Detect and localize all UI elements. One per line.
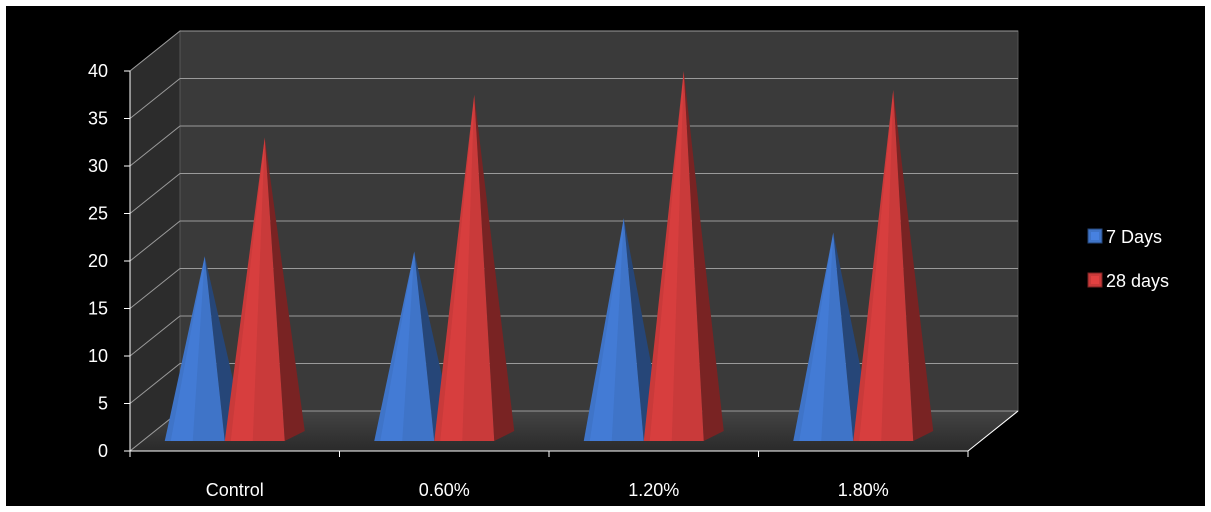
y-tick-label: 20 — [88, 251, 108, 271]
x-tick-label: 1.20% — [628, 480, 679, 500]
pyramid-highlight — [799, 232, 834, 441]
y-tick-label: 0 — [98, 441, 108, 461]
axes — [124, 70, 1019, 457]
gridline — [129, 220, 1018, 262]
y-tick-label: 30 — [88, 156, 108, 176]
legend-swatch-highlight — [1091, 276, 1099, 284]
pyramid — [643, 71, 724, 441]
gridline — [129, 78, 1018, 119]
gridline — [129, 363, 1018, 404]
y-tick-label: 15 — [88, 299, 108, 319]
pyramid — [853, 90, 934, 441]
legend-label: 7 Days — [1106, 227, 1162, 247]
legend-item: 7 Days — [1087, 227, 1162, 247]
legend-swatch-highlight — [1091, 232, 1099, 240]
pyramid-highlight — [380, 251, 415, 441]
legend-item: 28 days — [1087, 271, 1169, 291]
pyramid-side-face — [683, 71, 724, 441]
pyramid — [434, 94, 515, 441]
gridline — [129, 173, 1018, 214]
y-tick-labels: 0 5 10 15 20 25 30 35 40 — [88, 61, 108, 461]
legend-label: 28 days — [1106, 271, 1169, 291]
pyramid-side-face — [264, 137, 305, 441]
pyramid-side-face — [474, 94, 515, 441]
data-pyramids — [164, 71, 934, 441]
gridline — [129, 30, 1018, 72]
pyramid-highlight — [230, 137, 265, 441]
gridline — [129, 315, 1018, 357]
y-tick-label: 40 — [88, 61, 108, 81]
pyramid-highlight — [440, 94, 475, 441]
x-axis-depth-line — [967, 410, 1019, 452]
pyramid-side-face — [893, 90, 934, 441]
x-tick-label: Control — [206, 480, 264, 500]
gridline — [129, 125, 1018, 167]
pyramid-highlight — [170, 256, 205, 441]
pyramid — [224, 137, 305, 441]
x-tick-label: 0.60% — [419, 480, 470, 500]
y-tick-label: 25 — [88, 204, 108, 224]
x-tick-labels: Control 0.60% 1.20% 1.80% — [206, 480, 889, 500]
pyramid-highlight — [649, 71, 684, 441]
gridline — [129, 268, 1018, 309]
pyramid-highlight — [859, 90, 894, 441]
y-tick-label: 5 — [98, 394, 108, 414]
y-tick-label: 35 — [88, 109, 108, 129]
legend: 7 Days 28 days — [1087, 227, 1169, 291]
pyramid-highlight — [589, 218, 624, 441]
x-tick-label: 1.80% — [838, 480, 889, 500]
y-tick-label: 10 — [88, 346, 108, 366]
